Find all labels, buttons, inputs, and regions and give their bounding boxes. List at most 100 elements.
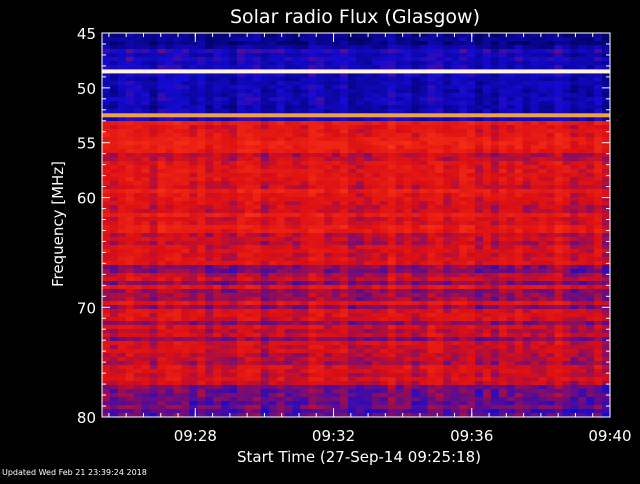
heatmap-cell (578, 85, 587, 90)
heatmap-cell (522, 109, 532, 114)
heatmap-cell (562, 73, 571, 78)
heatmap-cell (197, 229, 206, 234)
heatmap-cell (602, 205, 611, 210)
heatmap-cell (371, 337, 381, 342)
heatmap-cell (403, 137, 413, 142)
heatmap-cell (348, 105, 357, 110)
heatmap-cell (602, 157, 611, 162)
heatmap-cell (379, 201, 389, 206)
heatmap-cell (570, 217, 579, 222)
heatmap-cell (332, 105, 341, 110)
heatmap-cell (133, 205, 143, 210)
heatmap-cell (363, 289, 373, 294)
heatmap-cell (562, 313, 571, 318)
heatmap-cell (395, 125, 405, 130)
heatmap-cell (602, 137, 611, 142)
heatmap-cell (395, 225, 405, 230)
heatmap-cell (197, 273, 206, 278)
heatmap-cell (173, 261, 182, 266)
heatmap-cell (324, 33, 333, 38)
heatmap-cell (379, 133, 389, 138)
heatmap-cell (594, 89, 603, 94)
heatmap-cell (435, 225, 444, 230)
heatmap-cell (395, 161, 405, 166)
heatmap-cell (498, 305, 508, 310)
heatmap-cell (165, 185, 175, 190)
heatmap-cell (602, 281, 611, 286)
heatmap-cell (467, 325, 476, 330)
heatmap-cell (125, 257, 135, 262)
heatmap-cell (435, 137, 444, 142)
heatmap-cell (387, 229, 397, 234)
heatmap-cell (546, 57, 556, 62)
heatmap-cell (125, 149, 135, 154)
heatmap-cell (149, 125, 159, 130)
heatmap-cell (538, 285, 548, 290)
heatmap-cell (189, 125, 198, 130)
heatmap-cell (411, 277, 421, 282)
heatmap-cell (102, 265, 111, 270)
heatmap-cell (221, 129, 230, 134)
heatmap-cell (483, 337, 492, 342)
heatmap-cell (459, 93, 468, 98)
heatmap-cell (522, 173, 532, 178)
heatmap-cell (570, 277, 579, 282)
heatmap-cell (498, 85, 508, 90)
heatmap-cell (578, 153, 587, 158)
heatmap-cell (284, 305, 294, 310)
heatmap-cell (133, 85, 143, 90)
heatmap-cell (181, 189, 190, 194)
heatmap-cell (435, 105, 444, 110)
heatmap-cell (530, 253, 540, 258)
heatmap-cell (236, 237, 246, 242)
heatmap-cell (443, 33, 452, 38)
heatmap-cell (451, 289, 460, 294)
heatmap-cell (276, 185, 286, 190)
heatmap-cell (149, 153, 159, 158)
heatmap-cell (538, 173, 548, 178)
heatmap-cell (427, 109, 436, 114)
heatmap-cell (467, 173, 476, 178)
heatmap-cell (244, 233, 254, 238)
heatmap-cell (133, 249, 143, 254)
heatmap-cell (483, 253, 492, 258)
heatmap-cell (562, 133, 571, 138)
heatmap-cell (435, 101, 444, 106)
heatmap-cell (332, 85, 341, 90)
heatmap-cell (109, 285, 119, 290)
heatmap-cell (371, 237, 381, 242)
heatmap-cell (451, 225, 460, 230)
heatmap-cell (570, 49, 579, 54)
heatmap-cell (141, 277, 151, 282)
heatmap-cell (284, 185, 294, 190)
heatmap-cell (340, 97, 349, 102)
heatmap-cell (467, 269, 476, 274)
heatmap-cell (252, 253, 262, 258)
heatmap-cell (197, 341, 206, 346)
heatmap-cell (395, 237, 405, 242)
heatmap-cell (451, 105, 460, 110)
heatmap-cell (268, 73, 278, 78)
heatmap-cell (308, 261, 317, 266)
heatmap-cell (229, 297, 238, 302)
heatmap-cell (252, 57, 262, 62)
heatmap-cell (371, 173, 381, 178)
heatmap-cell (308, 141, 317, 146)
heatmap-cell (363, 53, 373, 58)
heatmap-cell (252, 201, 262, 206)
heatmap-cell (109, 281, 119, 286)
heatmap-cell (403, 185, 413, 190)
heatmap-cell (363, 37, 373, 42)
heatmap-cell (538, 109, 548, 114)
heatmap-cell (514, 85, 524, 90)
heatmap-cell (467, 265, 476, 270)
heatmap-cell (236, 305, 246, 310)
heatmap-cell (538, 217, 548, 222)
heatmap-cell (562, 201, 571, 206)
heatmap-cell (586, 137, 595, 142)
heatmap-cell (467, 109, 476, 114)
heatmap-cell (490, 209, 500, 214)
heatmap-cell (260, 89, 270, 94)
heatmap-cell (102, 329, 111, 334)
heatmap-cell (379, 157, 389, 162)
